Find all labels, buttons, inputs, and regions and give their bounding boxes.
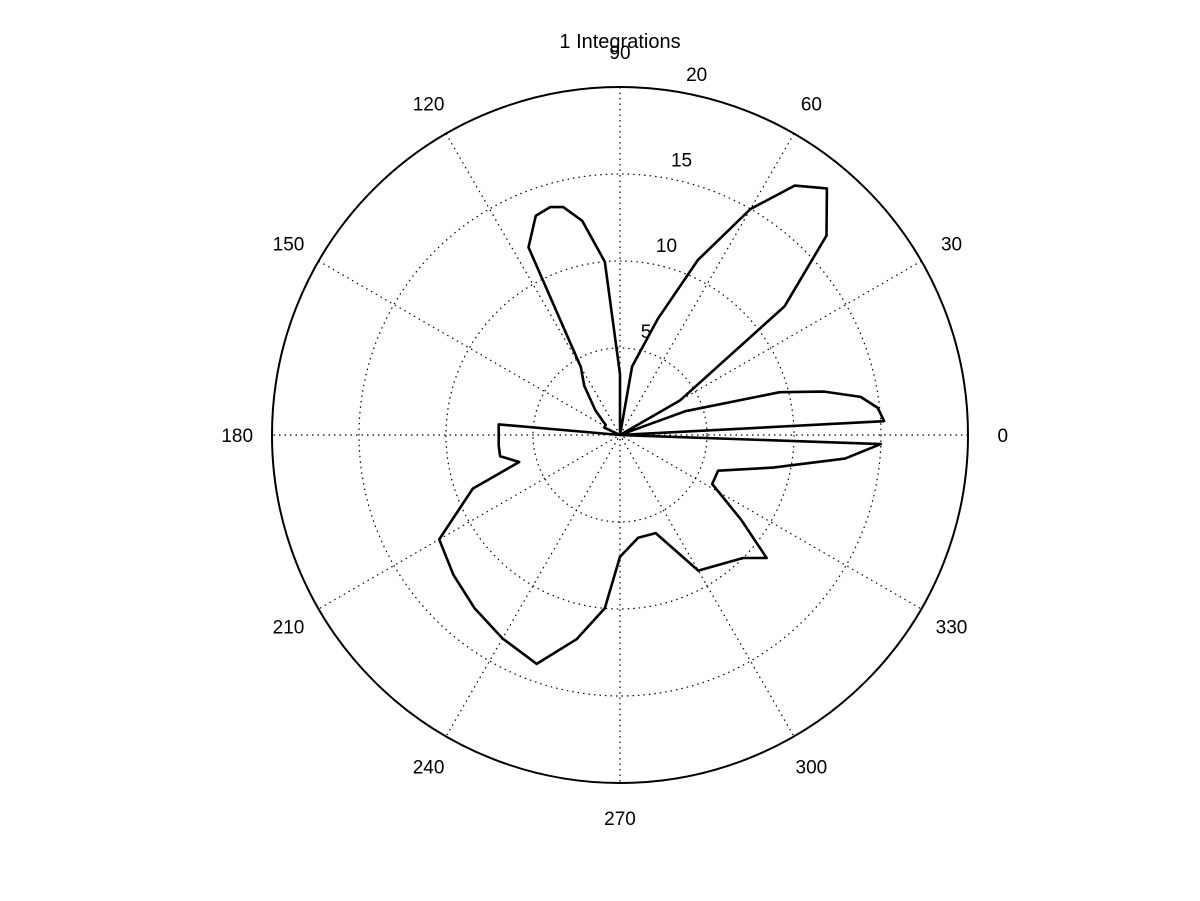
outer-circle [271, 86, 969, 784]
angle-tick-label: 0 [998, 426, 1009, 447]
angle-tick-label: 60 [801, 94, 822, 115]
angle-tick-label: 240 [413, 758, 445, 779]
grid-circle-5 [532, 347, 708, 523]
radial-tick-label: 10 [656, 236, 677, 257]
angle-tick-label: 330 [936, 617, 968, 638]
tick-labels: 5 10 15 20 0 30 60 90 120 150 180 210 240 270 300 330 [221, 43, 1008, 830]
data-series [437, 184, 886, 666]
radial-tick-label: 15 [671, 151, 692, 172]
angle-tick-label: 210 [273, 617, 305, 638]
series-line [437, 184, 886, 666]
angle-tick-label: 150 [273, 235, 305, 256]
grid-circle-15 [358, 173, 882, 697]
radial-tick-label: 5 [641, 322, 652, 343]
angle-tick-label: 300 [796, 758, 828, 779]
angle-tick-label: 90 [609, 43, 630, 64]
radial-tick-label: 20 [686, 65, 707, 86]
angle-tick-label: 270 [604, 809, 636, 830]
chart-title: 1 Integrations [559, 31, 680, 53]
angle-tick-label: 180 [221, 426, 253, 447]
angle-tick-label: 30 [941, 235, 962, 256]
grid-circle-10 [445, 260, 795, 610]
angle-tick-label: 120 [413, 94, 445, 115]
